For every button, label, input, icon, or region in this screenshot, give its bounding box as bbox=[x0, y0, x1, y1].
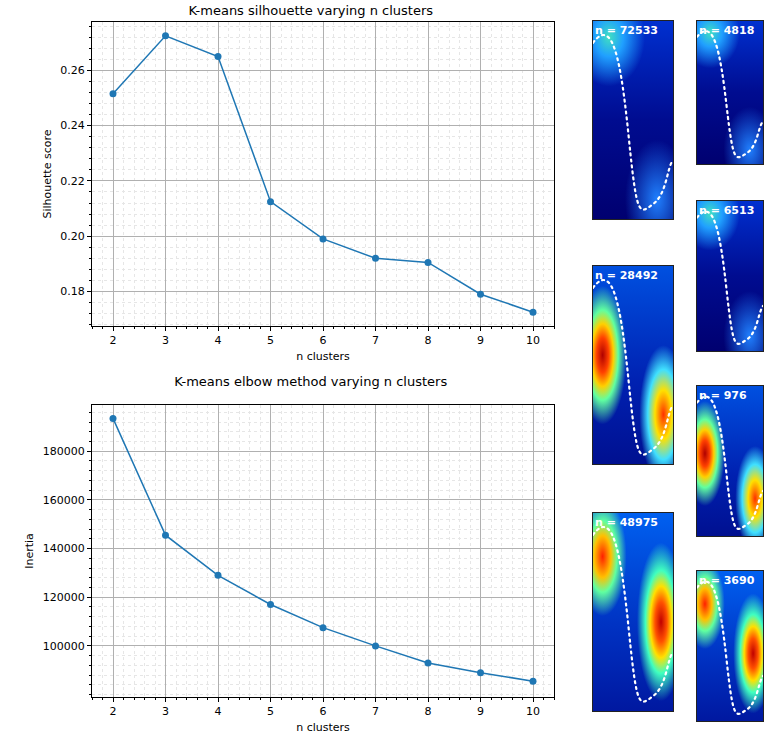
svg-text:2: 2 bbox=[110, 334, 117, 347]
svg-text:4: 4 bbox=[215, 705, 222, 718]
svg-text:3: 3 bbox=[162, 334, 169, 347]
svg-text:0.18: 0.18 bbox=[60, 285, 85, 298]
svg-text:10: 10 bbox=[526, 705, 540, 718]
svg-text:5: 5 bbox=[267, 705, 274, 718]
svg-text:n clusters: n clusters bbox=[296, 721, 350, 734]
svg-text:120000: 120000 bbox=[43, 591, 85, 604]
svg-text:9: 9 bbox=[477, 705, 484, 718]
html-text:n = 3690: n = 3690 bbox=[699, 574, 755, 587]
svg-text:n clusters: n clusters bbox=[296, 350, 350, 363]
svg-text:0.20: 0.20 bbox=[60, 230, 85, 243]
svg-text:180000: 180000 bbox=[43, 445, 85, 458]
svg-text:140000: 140000 bbox=[43, 542, 85, 555]
html-text:n = 28492: n = 28492 bbox=[595, 269, 658, 282]
svg-text:0.22: 0.22 bbox=[60, 175, 85, 188]
svg-text:9: 9 bbox=[477, 334, 484, 347]
svg-text:Silhouette score: Silhouette score bbox=[41, 129, 54, 218]
html-text:n = 4818: n = 4818 bbox=[699, 24, 755, 37]
html-text:n = 6513: n = 6513 bbox=[699, 204, 755, 217]
html-text:n = 976: n = 976 bbox=[699, 389, 747, 402]
html-text:n = 72533: n = 72533 bbox=[595, 24, 658, 37]
svg-text:Inertia: Inertia bbox=[23, 533, 36, 569]
svg-text:8: 8 bbox=[425, 705, 432, 718]
svg-text:K-means silhouette varying n c: K-means silhouette varying n clusters bbox=[188, 3, 433, 18]
svg-text:8: 8 bbox=[425, 334, 432, 347]
html-text:n = 48975: n = 48975 bbox=[595, 516, 658, 529]
svg-text:0.24: 0.24 bbox=[60, 119, 85, 132]
svg-text:6: 6 bbox=[320, 705, 327, 718]
svg-text:160000: 160000 bbox=[43, 494, 85, 507]
svg-text:2: 2 bbox=[110, 705, 117, 718]
svg-text:100000: 100000 bbox=[43, 640, 85, 653]
svg-text:5: 5 bbox=[267, 334, 274, 347]
svg-text:4: 4 bbox=[215, 334, 222, 347]
svg-text:7: 7 bbox=[372, 705, 379, 718]
svg-text:3: 3 bbox=[162, 705, 169, 718]
svg-text:K-means elbow method varying n: K-means elbow method varying n clusters bbox=[174, 374, 447, 389]
svg-text:7: 7 bbox=[372, 334, 379, 347]
svg-text:10: 10 bbox=[526, 334, 540, 347]
svg-text:0.26: 0.26 bbox=[60, 64, 85, 77]
svg-text:6: 6 bbox=[320, 334, 327, 347]
